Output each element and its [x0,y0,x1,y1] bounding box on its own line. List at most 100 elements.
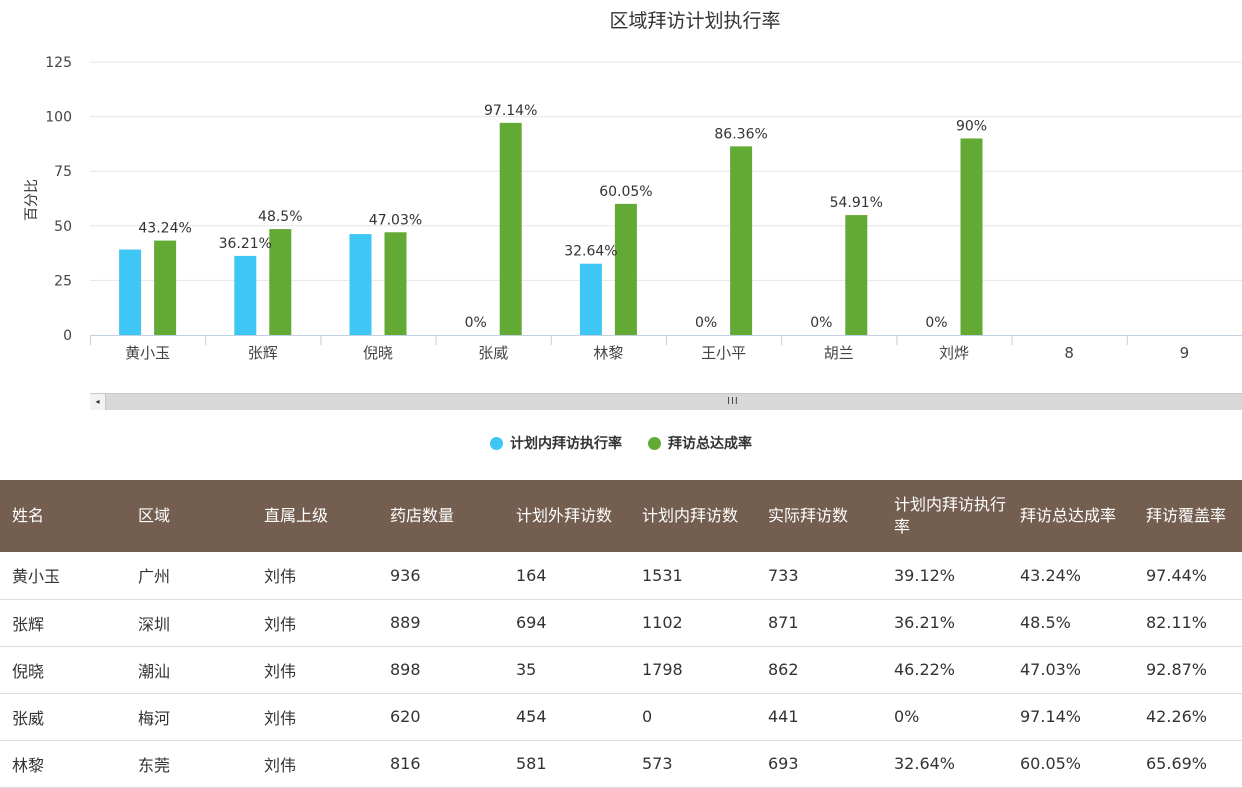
table-cell: 871 [756,599,882,647]
table-cell: 广州 [126,552,252,600]
legend-dot-icon [648,436,661,450]
table-cell: 张威 [0,693,126,741]
table-cell: 454 [504,693,630,741]
y-axis-label: 百分比 [24,179,40,221]
table-cell: 46.22% [882,646,1008,694]
table-cell: 620 [378,693,504,741]
table-cell: 林黎 [0,740,126,788]
header-name: 姓名 [12,506,45,525]
visit-data-table: 姓名 区域 直属上级 药店数量 计划外拜访数 计划内拜访数 实际拜访数 计划内拜… [0,480,1242,788]
table-cell: 581 [504,740,630,788]
table-cell: 889 [378,599,504,647]
header-actual-visits: 实际拜访数 [768,506,849,525]
table-cell: 816 [378,740,504,788]
data-label: 90% [956,118,987,134]
scroll-left-arrow-icon[interactable]: ◂ [90,394,106,410]
table-cell: 东莞 [126,740,252,788]
bar-total-achievement-rate [154,240,177,335]
table-cell: 刘伟 [252,552,378,600]
legend-item-plan-execution-rate[interactable]: 计划内拜访执行率 [490,433,622,453]
bar-plan-execution-rate [579,263,602,335]
table-row: 张辉 深圳 刘伟 889 694 1102 871 36.21% 48.5% 8… [0,599,1242,647]
table-cell: 92.87% [1134,646,1242,694]
y-tick-label: 25 [54,273,72,289]
header-region: 区域 [138,506,171,525]
table-cell: 深圳 [126,599,252,647]
legend-label: 计划内拜访执行率 [510,436,622,452]
data-label: 0% [810,315,832,331]
table-cell: 刘伟 [252,599,378,647]
data-label: 36.21% [219,236,272,252]
bar-chart: 区域拜访计划执行率 百分比 0 25 50 75 100 125 43.24% 36.21%… [24,10,1242,362]
gridlines [90,61,1242,281]
header-total-achievement-rate: 拜访总达成率 [1020,506,1117,525]
table-cell: 梅河 [126,693,252,741]
bar-total-achievement-rate [614,203,637,335]
table-cell: 刘伟 [252,693,378,741]
table-cell: 82.11% [1134,599,1242,647]
y-tick-labels: 0 25 50 75 100 125 [45,55,72,344]
legend-label: 拜访总达成率 [668,436,752,452]
table-cell: 936 [378,552,504,600]
x-tick-label: 王小平 [701,344,746,362]
table-cell: 60.05% [1008,740,1134,788]
data-label: 54.91% [830,195,883,211]
table-row: 倪晓 潮汕 刘伟 898 35 1798 862 46.22% 47.03% 9… [0,646,1242,694]
bar-total-achievement-rate [730,146,753,335]
bar-total-achievement-rate [499,122,522,335]
bar-total-achievement-rate [384,232,407,335]
legend-item-total-achievement-rate[interactable]: 拜访总达成率 [648,433,752,453]
chart-scrollbar[interactable]: ◂ III [90,393,1242,410]
header-supervisor: 直属上级 [264,506,329,525]
scroll-grip-icon[interactable]: III [727,396,739,407]
table-cell: 97.14% [1008,693,1134,741]
x-axis: 黄小玉 张辉 倪晓 张威 林黎 王小平 胡兰 刘烨 8 9 [90,335,1242,362]
table-cell: 693 [756,740,882,788]
bar-plan-execution-rate [119,249,142,335]
table-cell: 898 [378,646,504,694]
x-tick-label: 刘烨 [939,344,969,362]
table-cell: 694 [504,599,630,647]
table-cell: 43.24% [1008,552,1134,600]
bars [119,122,983,335]
x-tick-label: 黄小玉 [125,344,170,362]
table-cell: 32.64% [882,740,1008,788]
x-tick-label: 张辉 [248,344,278,362]
table-row: 黄小玉 广州 刘伟 936 164 1531 733 39.12% 43.24%… [0,552,1242,600]
header-planned-visits: 计划内拜访数 [642,506,739,525]
table-cell: 48.5% [1008,599,1134,647]
x-tick-label: 张威 [478,344,508,362]
y-tick-label: 50 [54,219,72,235]
y-tick-label: 0 [63,328,72,344]
table-cell: 1102 [630,599,756,647]
header-pharmacy-count: 药店数量 [390,506,455,525]
data-label: 48.5% [258,209,302,225]
header-plan-execution-rate: 计划内拜访执行率 [894,495,1007,536]
table-cell: 黄小玉 [0,552,126,600]
table-cell: 42.26% [1134,693,1242,741]
table-row: 张威 梅河 刘伟 620 454 0 441 0% 97.14% 42.26% [0,693,1242,741]
table-cell: 39.12% [882,552,1008,600]
bar-total-achievement-rate [845,215,868,335]
table-cell: 65.69% [1134,740,1242,788]
header-coverage-rate: 拜访覆盖率 [1146,506,1227,525]
x-tick-label: 9 [1180,344,1190,362]
table-cell: 573 [630,740,756,788]
table-header-row: 姓名 区域 直属上级 药店数量 计划外拜访数 计划内拜访数 实际拜访数 计划内拜… [0,480,1242,552]
x-tick-label: 林黎 [593,344,623,362]
y-tick-label: 125 [45,55,72,71]
data-label: 43.24% [138,221,191,237]
table-cell: 0% [882,693,1008,741]
data-label: 86.36% [714,126,767,142]
bar-plan-execution-rate [234,255,257,335]
x-tick-label: 8 [1064,344,1074,362]
table-cell: 47.03% [1008,646,1134,694]
bar-plan-execution-rate [349,234,372,335]
table-cell: 164 [504,552,630,600]
table-row: 林黎 东莞 刘伟 816 581 573 693 32.64% 60.05% 6… [0,740,1242,788]
table-cell: 张辉 [0,599,126,647]
x-tick-label: 胡兰 [824,344,854,362]
data-label: 60.05% [599,184,652,200]
table-cell: 刘伟 [252,646,378,694]
table-cell: 733 [756,552,882,600]
